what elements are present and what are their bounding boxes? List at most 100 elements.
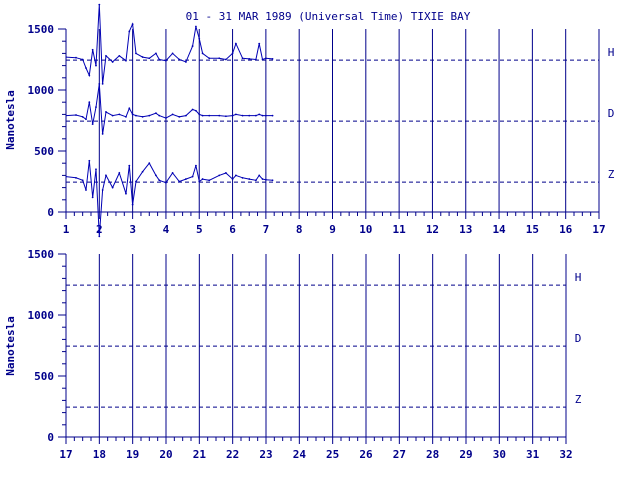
data-point-H [241, 57, 244, 60]
series-trace-D [66, 83, 273, 134]
data-point-D [171, 113, 174, 116]
x-tick-label: 28 [426, 448, 439, 461]
data-point-Z [261, 178, 264, 180]
panel-bottom: 0 500 1000 1500 17 18 19 20 21 22 23 24 25 26 27 28 29 30… [4, 248, 582, 461]
data-point-Z [241, 176, 244, 179]
data-point-H [125, 59, 127, 62]
data-point-Z [234, 174, 237, 177]
data-point-D [85, 118, 87, 121]
data-point-H [191, 45, 194, 47]
data-point-Z [131, 203, 134, 206]
data-point-H [75, 56, 77, 59]
data-point-Z [95, 168, 97, 171]
data-point-Z [185, 178, 187, 180]
data-point-H [225, 58, 227, 61]
y-tick-label: 1500 [28, 23, 55, 36]
data-point-Z [75, 176, 77, 179]
data-point-D [258, 113, 261, 116]
x-tick-label: 21 [193, 448, 207, 461]
x-tick-label: 15 [526, 223, 539, 236]
data-point-H [81, 58, 84, 61]
chart-title: 01 - 31 MAR 1989 (Universal Time) TIXIE … [186, 10, 471, 23]
data-point-H [66, 56, 67, 58]
data-point-D [118, 113, 121, 116]
data-point-Z [198, 180, 201, 183]
data-point-H [171, 52, 174, 55]
channel-label-H: H [575, 271, 582, 284]
data-point-H [258, 42, 261, 45]
data-point-H [248, 57, 251, 60]
x-tick-label: 14 [492, 223, 506, 236]
data-point-D [148, 114, 151, 117]
data-point-H [261, 58, 264, 61]
x-tick-label: 11 [393, 223, 407, 236]
data-point-D [218, 114, 221, 117]
data-point-D [111, 114, 114, 117]
data-point-Z [201, 178, 204, 180]
data-point-Z [208, 179, 211, 182]
y-axis-label: Nanotesla [4, 316, 17, 376]
y-tick-label: 500 [34, 145, 54, 158]
y-tick-label: 0 [47, 431, 54, 444]
data-point-Z [165, 181, 167, 184]
data-point-H [208, 57, 211, 60]
data-point-D [234, 113, 237, 116]
data-point-H [141, 56, 144, 58]
data-point-Z [118, 172, 121, 174]
data-point-Z [111, 186, 114, 189]
y-tick-label: 0 [47, 206, 54, 219]
data-point-D [178, 115, 181, 118]
x-tick-label: 3 [129, 223, 136, 236]
data-point-H [231, 52, 234, 55]
data-point-D [128, 107, 131, 110]
data-point-H [218, 57, 221, 60]
data-point-D [98, 83, 101, 85]
x-tick-label: 7 [263, 223, 270, 236]
data-point-Z [66, 175, 67, 178]
data-point-Z [258, 174, 261, 177]
data-point-Z [98, 235, 101, 238]
data-point-D [198, 113, 201, 116]
data-point-Z [125, 192, 127, 195]
data-point-Z [158, 179, 161, 182]
data-point-Z [128, 164, 131, 167]
x-tick-label: 18 [93, 448, 106, 461]
data-point-D [131, 113, 134, 116]
data-point-H [85, 67, 87, 69]
data-point-Z [264, 178, 267, 181]
data-point-Z [195, 164, 197, 167]
data-point-D [185, 114, 187, 117]
data-point-Z [141, 170, 144, 173]
x-tick-label: 25 [326, 448, 339, 461]
x-tick-label: 12 [426, 223, 439, 236]
x-tick-label: 27 [393, 448, 406, 461]
channel-label-H: H [608, 46, 615, 59]
data-point-Z [218, 174, 221, 177]
x-tick-label: 22 [226, 448, 239, 461]
data-point-Z [105, 174, 107, 177]
y-tick-label: 1500 [28, 248, 55, 261]
data-point-Z [178, 180, 181, 183]
data-point-H [201, 52, 204, 55]
data-point-H [254, 58, 257, 61]
data-point-Z [191, 175, 194, 178]
x-tick-label: 5 [196, 223, 203, 236]
data-point-Z [148, 162, 151, 165]
x-tick-label: 4 [163, 223, 170, 236]
data-point-H [118, 54, 121, 57]
data-point-H [88, 74, 91, 77]
data-point-D [165, 117, 167, 119]
data-point-D [141, 115, 144, 118]
data-point-H [185, 61, 187, 63]
x-tick-label: 6 [229, 223, 236, 236]
data-point-D [81, 115, 84, 118]
data-point-D [254, 114, 257, 117]
data-point-D [66, 114, 67, 117]
data-point-Z [171, 172, 174, 174]
data-point-H [128, 30, 131, 33]
channel-label-Z: Z [608, 168, 615, 181]
data-point-H [165, 59, 167, 62]
